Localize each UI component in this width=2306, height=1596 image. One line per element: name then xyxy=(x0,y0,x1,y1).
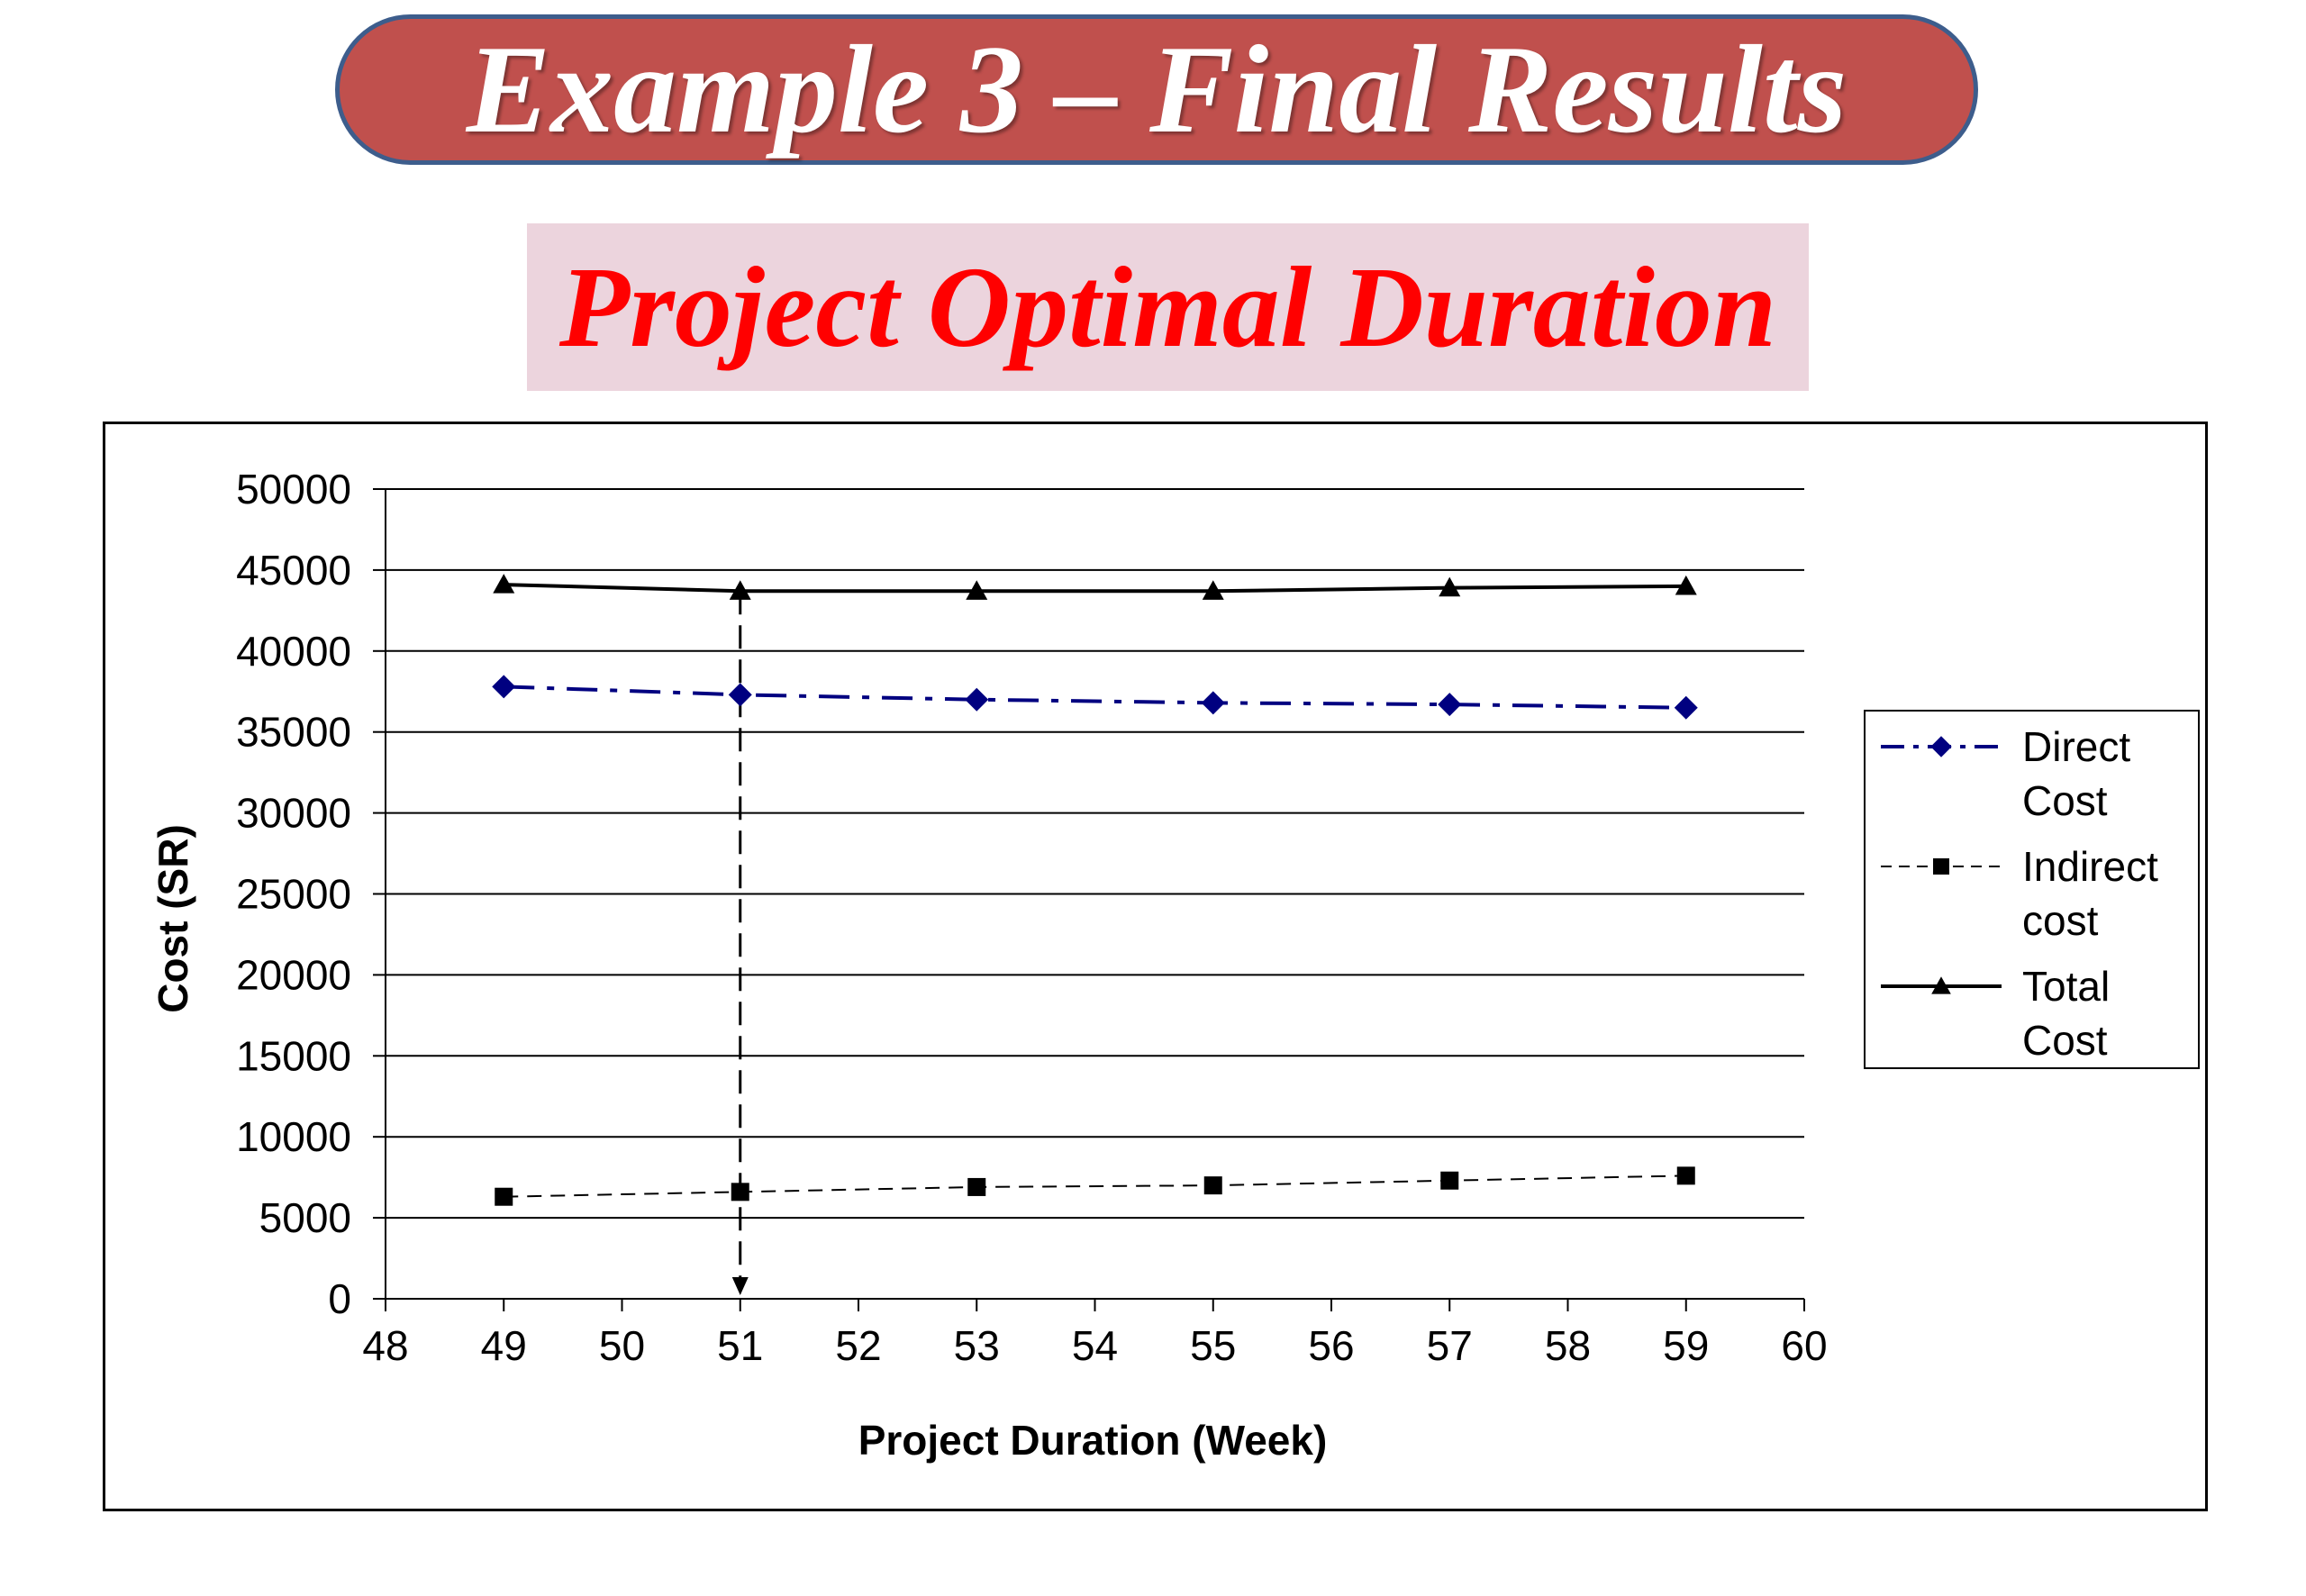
y-tick-label: 0 xyxy=(328,1275,351,1322)
legend-entry-label: Cost xyxy=(2022,777,2108,824)
annotation xyxy=(731,591,749,1295)
x-tick-label: 57 xyxy=(1427,1322,1473,1369)
x-tick-label: 58 xyxy=(1545,1322,1591,1369)
y-tick-label: 40000 xyxy=(236,628,351,675)
x-tick-label: 51 xyxy=(717,1322,763,1369)
x-tick-label: 52 xyxy=(835,1322,881,1369)
x-tick-label: 55 xyxy=(1190,1322,1236,1369)
data-point xyxy=(1439,576,1461,597)
chart-frame xyxy=(103,422,2208,1511)
x-tick-label: 59 xyxy=(1663,1322,1709,1369)
y-tick-label: 30000 xyxy=(236,790,351,837)
data-point xyxy=(1440,1171,1459,1190)
data-point xyxy=(967,1177,986,1196)
y-tick-label: 5000 xyxy=(259,1194,351,1241)
x-tick-label: 53 xyxy=(954,1322,1000,1369)
data-point xyxy=(728,683,752,707)
data-point xyxy=(1675,575,1697,595)
legend-entry-label: Cost xyxy=(2022,1017,2108,1064)
y-tick-label: 10000 xyxy=(236,1113,351,1160)
data-point xyxy=(1201,691,1225,715)
legend-entry-label: Total xyxy=(2022,963,2110,1010)
legend: Direct Cost Indirect cost Total Cost xyxy=(1864,710,2200,1069)
title-banner: Example 3 – Final Results xyxy=(335,14,1978,165)
legend-entry-label: Indirect xyxy=(2022,843,2158,890)
series xyxy=(492,574,1698,1206)
data-point xyxy=(492,675,516,699)
x-axis-label: Project Duration (Week) xyxy=(858,1417,1328,1464)
legend-box xyxy=(1864,710,2200,1069)
y-tick-label: 15000 xyxy=(236,1032,351,1079)
legend-swatch-marker xyxy=(1933,858,1949,875)
y-tick-label: 35000 xyxy=(236,709,351,756)
data-point xyxy=(1438,693,1462,717)
x-tick-label: 48 xyxy=(362,1322,408,1369)
x-tick-label: 50 xyxy=(599,1322,645,1369)
x-tick-label: 54 xyxy=(1072,1322,1118,1369)
legend-swatch-marker xyxy=(1931,976,1951,994)
y-tick-label: 25000 xyxy=(236,871,351,918)
y-tick-label: 20000 xyxy=(236,951,351,998)
optimal-duration-arrowhead xyxy=(731,1277,749,1295)
x-tick-label: 60 xyxy=(1781,1322,1827,1369)
axes: 0 5000 10000 15000 20000 25000 30000 35000 40000… xyxy=(236,466,1828,1369)
data-point xyxy=(495,1187,513,1206)
legend-swatch-marker xyxy=(1930,736,1952,757)
subtitle-banner: Project Optimal Duration xyxy=(527,223,1809,391)
series-line xyxy=(504,685,1686,710)
legend-entry-label: cost xyxy=(2022,897,2099,944)
gridlines xyxy=(386,488,1804,1220)
y-tick-label: 50000 xyxy=(236,466,351,512)
series-line xyxy=(504,583,1686,594)
legend-entry-label: Direct xyxy=(2022,723,2130,770)
slide-subtitle: Project Optimal Duration xyxy=(558,243,1777,371)
data-point xyxy=(1676,1166,1695,1185)
slide-title: Example 3 – Final Results xyxy=(466,19,1848,159)
series-line xyxy=(504,1174,1686,1198)
x-tick-label: 49 xyxy=(481,1322,527,1369)
data-point xyxy=(1202,580,1224,600)
y-axis-label: Cost (SR) xyxy=(150,824,196,1013)
data-point xyxy=(966,580,988,600)
data-point xyxy=(731,1183,749,1202)
data-point xyxy=(493,574,515,594)
data-point xyxy=(729,580,751,600)
data-point xyxy=(1674,695,1698,720)
x-tick-label: 56 xyxy=(1308,1322,1354,1369)
data-point xyxy=(1203,1176,1222,1195)
y-tick-label: 45000 xyxy=(236,547,351,594)
data-point xyxy=(965,687,989,712)
